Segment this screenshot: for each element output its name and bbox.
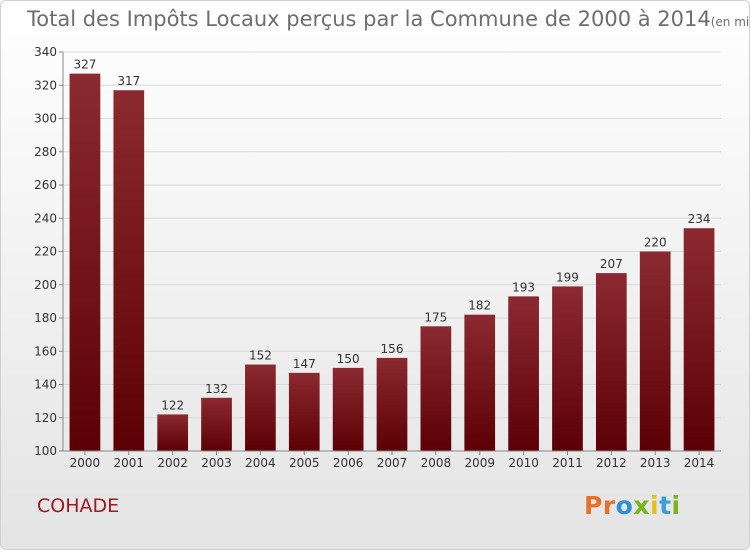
y-tick-label: 320 [34, 78, 57, 92]
data-label-2008: 175 [424, 310, 447, 324]
x-tick-label: 2006 [333, 456, 364, 470]
bar-2011[interactable] [552, 286, 583, 451]
y-tick-label: 180 [34, 311, 57, 325]
bar-2013[interactable] [639, 251, 671, 452]
data-label-2011: 199 [556, 270, 579, 284]
logo-letter: i [671, 491, 681, 520]
y-tick-label: 300 [34, 112, 57, 126]
y-tick-label: 120 [34, 411, 57, 425]
x-tick-label: 2008 [421, 456, 452, 470]
x-tick-label: 2014 [684, 456, 715, 470]
bar-2002[interactable] [157, 414, 189, 451]
commune-name: COHADE [37, 495, 120, 517]
y-tick-label: 160 [34, 344, 57, 358]
data-label-2014: 234 [688, 212, 711, 226]
bar-2000[interactable] [69, 73, 101, 452]
bar-2001[interactable] [113, 90, 145, 452]
bar-2008[interactable] [420, 326, 452, 451]
bar-2004[interactable] [245, 364, 276, 451]
data-label-2003: 132 [205, 382, 228, 396]
data-label-2006: 150 [337, 352, 360, 366]
chart-title-unit: (en milliers d'€) [710, 15, 750, 29]
x-tick-label: 2005 [289, 456, 320, 470]
bar-2003[interactable] [201, 397, 232, 451]
y-tick-label: 260 [34, 178, 57, 192]
x-tick-label: 2013 [640, 456, 671, 470]
chart-title: Total des Impôts Locaux perçus par la Co… [27, 7, 750, 31]
data-label-2009: 182 [468, 299, 491, 313]
data-label-2012: 207 [600, 257, 623, 271]
bar-2012[interactable] [595, 273, 627, 451]
logo-letter: x [633, 491, 650, 520]
x-tick-label: 2003 [201, 456, 232, 470]
bar-2009[interactable] [464, 314, 496, 451]
bar-2005[interactable] [288, 372, 320, 451]
y-tick-label: 280 [34, 145, 57, 159]
proxiti-logo[interactable]: Proxiti [584, 491, 681, 520]
data-label-2001: 317 [117, 74, 140, 88]
x-tick-label: 2001 [114, 456, 145, 470]
x-tick-label: 2009 [464, 456, 495, 470]
y-tick-label: 100 [34, 444, 57, 458]
logo-letter: r [602, 491, 616, 520]
data-label-2010: 193 [512, 280, 535, 294]
chart-title-main: Total des Impôts Locaux perçus par la Co… [27, 7, 711, 31]
data-label-2007: 156 [381, 342, 404, 356]
logo-letter: P [584, 491, 603, 520]
x-tick-label: 2010 [508, 456, 539, 470]
x-tick-label: 2012 [596, 456, 627, 470]
x-tick-label: 2007 [377, 456, 408, 470]
data-label-2000: 327 [73, 58, 96, 72]
x-tick-label: 2004 [245, 456, 276, 470]
x-tick-label: 2002 [157, 456, 188, 470]
bar-2007[interactable] [376, 357, 408, 451]
bar-2006[interactable] [332, 367, 364, 451]
logo-letter: o [615, 491, 634, 520]
y-tick-label: 240 [34, 211, 57, 225]
y-tick-label: 340 [34, 45, 57, 59]
x-tick-label: 2011 [552, 456, 583, 470]
y-tick-label: 140 [34, 378, 57, 392]
data-label-2004: 152 [249, 349, 272, 363]
data-label-2013: 220 [644, 236, 667, 250]
y-tick-label: 220 [34, 245, 57, 259]
bar-2014[interactable] [683, 228, 715, 451]
logo-letter: i [650, 491, 660, 520]
logo-letter: t [659, 491, 672, 520]
x-tick-label: 2000 [70, 456, 101, 470]
bar-2010[interactable] [508, 296, 539, 451]
data-label-2002: 122 [161, 398, 184, 412]
data-label-2005: 147 [293, 357, 316, 371]
y-tick-label: 200 [34, 278, 57, 292]
